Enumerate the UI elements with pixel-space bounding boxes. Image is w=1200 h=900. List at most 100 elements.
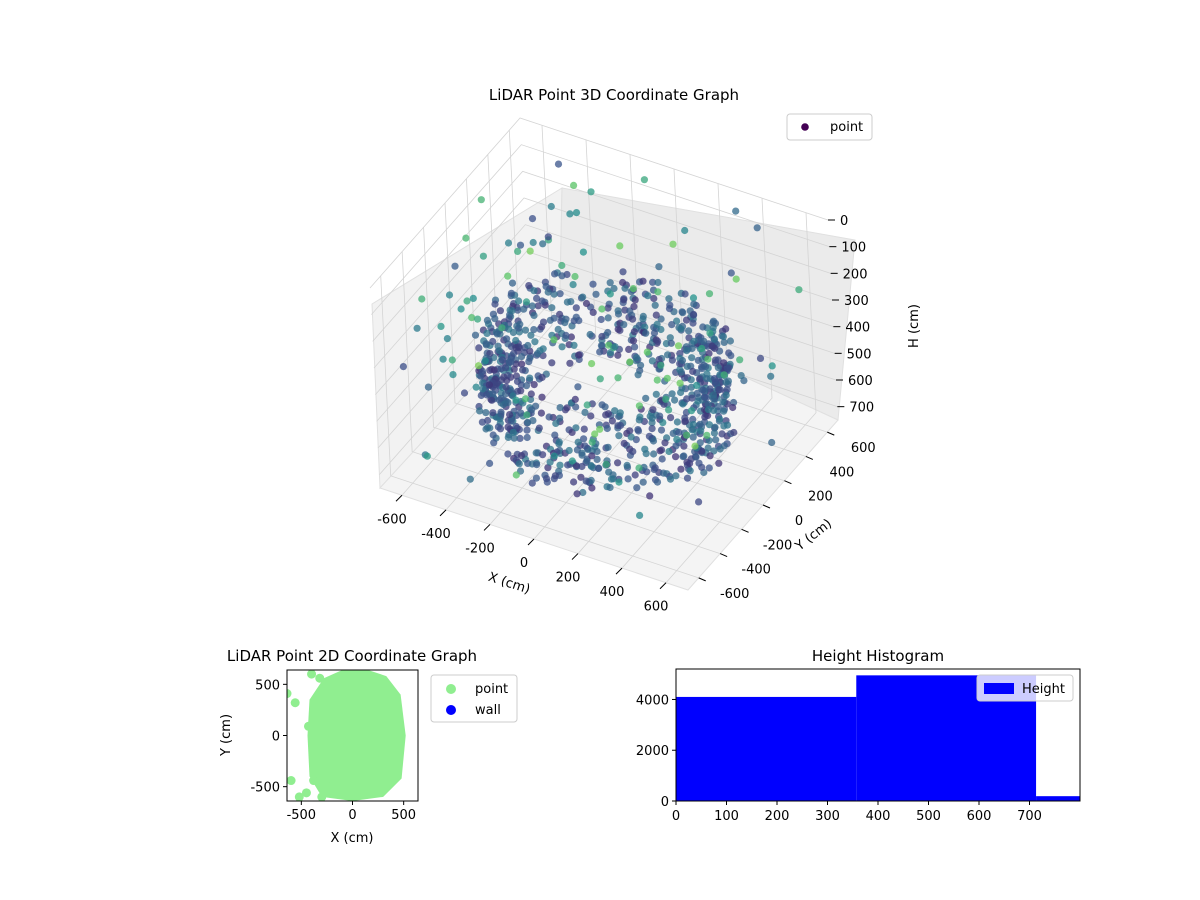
point-3d [643, 348, 651, 356]
y-tick-label-hist: 4000 [636, 693, 669, 708]
chart-3d: -600-400-2000200400600-600-400-200020040… [369, 86, 922, 615]
point-3d [481, 357, 489, 365]
point-3d [629, 447, 637, 456]
point-3d [468, 314, 476, 322]
point-3d [657, 315, 665, 323]
point-3d [598, 332, 606, 341]
point-3d [504, 239, 513, 247]
point-3d [635, 402, 644, 410]
point-3d [550, 336, 558, 344]
grid-line-z [375, 224, 834, 395]
point-3d [423, 452, 431, 460]
point-3d [497, 410, 505, 418]
point-3d [544, 288, 552, 296]
z-tick-label-3d: 700 [849, 401, 874, 416]
point-3d [538, 297, 546, 305]
point-3d [490, 366, 498, 374]
point-3d [683, 347, 691, 355]
point-3d [704, 400, 712, 409]
y-tick-label-3d: -200 [763, 538, 793, 553]
y-axis-label-2d: Y (cm) [219, 714, 234, 757]
point-3d [530, 326, 538, 334]
z-tick-label-3d: 600 [848, 374, 873, 389]
point-3d [476, 407, 484, 415]
point-3d [602, 411, 610, 419]
point-3d [542, 282, 550, 291]
point-3d [542, 475, 551, 483]
point-3d [678, 356, 687, 365]
point-3d [720, 338, 728, 346]
point-3d [698, 447, 706, 455]
point-3d [619, 278, 627, 287]
point-3d [528, 406, 536, 414]
point-3d [614, 307, 622, 315]
point-3d [582, 299, 591, 308]
point-3d [483, 391, 491, 399]
point-3d [768, 438, 776, 447]
point-3d [527, 390, 535, 398]
point-3d [610, 284, 618, 293]
y-tick-3d [698, 577, 706, 582]
point-3d [489, 337, 497, 346]
point-3d [566, 359, 574, 367]
point-3d [653, 376, 661, 384]
point-3d [722, 391, 730, 399]
point-3d [667, 414, 675, 422]
point-3d [516, 241, 525, 249]
point-3d [551, 270, 559, 278]
point-2d [287, 776, 296, 786]
point-3d [488, 396, 496, 404]
y-tick-3d [784, 480, 792, 485]
x-tick-label-3d: -200 [465, 541, 495, 556]
point-3d [687, 407, 696, 415]
histogram-ticks: 0 100 200 300 400 500 600 700 0 2000 4000 [636, 693, 1042, 824]
point-cloud-blob [307, 670, 406, 801]
point-3d [506, 411, 514, 419]
point-3d [737, 372, 745, 380]
x-tick-label-3d: 200 [556, 571, 581, 586]
point-3d [556, 290, 564, 298]
point-3d [673, 435, 681, 443]
point-3d [504, 399, 512, 407]
point-3d [667, 339, 675, 347]
point-3d [443, 335, 451, 343]
point-3d [656, 447, 664, 455]
point-3d [705, 464, 713, 472]
point-3d [659, 419, 667, 427]
point-3d [554, 160, 563, 168]
point-3d [515, 460, 523, 468]
point-3d [544, 233, 552, 241]
point-3d [528, 302, 536, 310]
point-3d [615, 432, 623, 440]
point-3d [494, 423, 502, 431]
grid-line-y [423, 227, 742, 530]
point-3d [699, 323, 707, 331]
x-tick-label-3d: -400 [421, 527, 451, 542]
point-3d [620, 321, 628, 329]
point-3d [471, 331, 480, 339]
point-3d [529, 417, 537, 425]
point-3d [614, 374, 622, 382]
point-3d [669, 240, 677, 248]
point-2d [294, 792, 304, 801]
point-3d [632, 354, 641, 362]
point-3d [491, 300, 499, 308]
point-3d [695, 498, 703, 506]
point-3d [589, 280, 597, 288]
point-3d [611, 407, 619, 415]
point-3d [650, 450, 658, 458]
point-3d [550, 452, 558, 460]
point-3d [507, 289, 515, 297]
point-3d [572, 462, 581, 470]
legend-3d: point [786, 113, 873, 141]
x-tick-3d [395, 494, 403, 502]
point-3d [466, 475, 474, 483]
point-3d [655, 263, 663, 271]
point-3d [523, 411, 531, 419]
point-3d [625, 345, 633, 353]
point-3d [648, 357, 657, 365]
point-3d [524, 341, 532, 350]
point-3d [689, 433, 697, 441]
legend-point-marker [446, 684, 456, 694]
point-3d [554, 325, 562, 333]
